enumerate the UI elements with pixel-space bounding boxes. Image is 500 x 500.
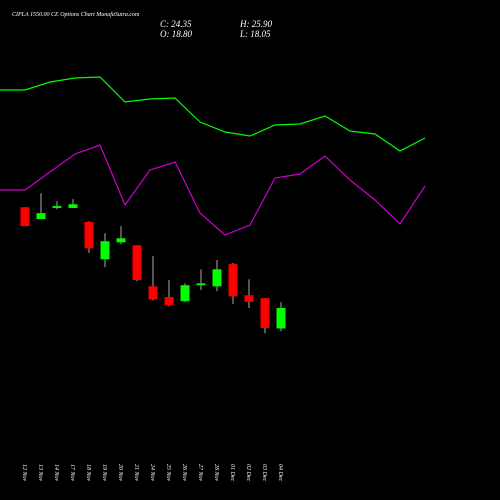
indicator-line [0,144,426,236]
x-tick-label: 01 Dec [229,464,235,481]
x-tick-label: 28 Nov [213,464,219,482]
candle-body [36,213,46,220]
x-tick-label: 02 Dec [245,464,251,481]
candle-body [228,264,238,297]
candle-body [132,245,142,281]
candle-body [100,241,110,260]
chart-title: CIPLA 1550.00 CE Options Chart MunafaSut… [12,11,140,18]
x-tick-label: 27 Nov [197,464,203,482]
x-tick-label: 19 Nov [101,464,107,482]
candle-body [180,285,190,302]
x-tick-label: 24 Nov [149,464,156,482]
x-tick-label: 13 Nov [37,464,43,482]
indicator-line [0,76,426,152]
x-tick-label: 25 Nov [165,464,171,482]
close-label: C: 24.35 [160,19,192,29]
candle-body [276,307,286,329]
candle-body [52,206,62,208]
candle-body [20,207,30,227]
x-tick-label: 17 Nov [69,464,75,482]
candle-body [148,286,158,300]
open-label: O: 18.80 [160,29,192,39]
candle-body [84,222,94,249]
candle-body [68,204,78,208]
x-tick-label: 20 Nov [117,464,123,482]
x-tick-label: 04 Dec [277,464,284,481]
candle-body [164,297,174,306]
x-tick-label: 12 Nov [21,464,27,482]
x-tick-label: 18 Nov [85,464,91,482]
low-label: L: 18.05 [239,29,271,39]
candle-body [116,238,126,243]
high-label: H: 25.90 [239,19,272,29]
x-tick-label: 26 Nov [181,464,187,482]
candle-body [196,283,206,286]
x-tick-label: 21 Nov [133,464,139,482]
x-tick-label: 03 Dec [261,464,267,481]
candle-body [244,295,254,302]
candle-body [260,298,270,329]
candle-body [212,269,222,287]
x-tick-label: 14 Nov [53,464,60,482]
